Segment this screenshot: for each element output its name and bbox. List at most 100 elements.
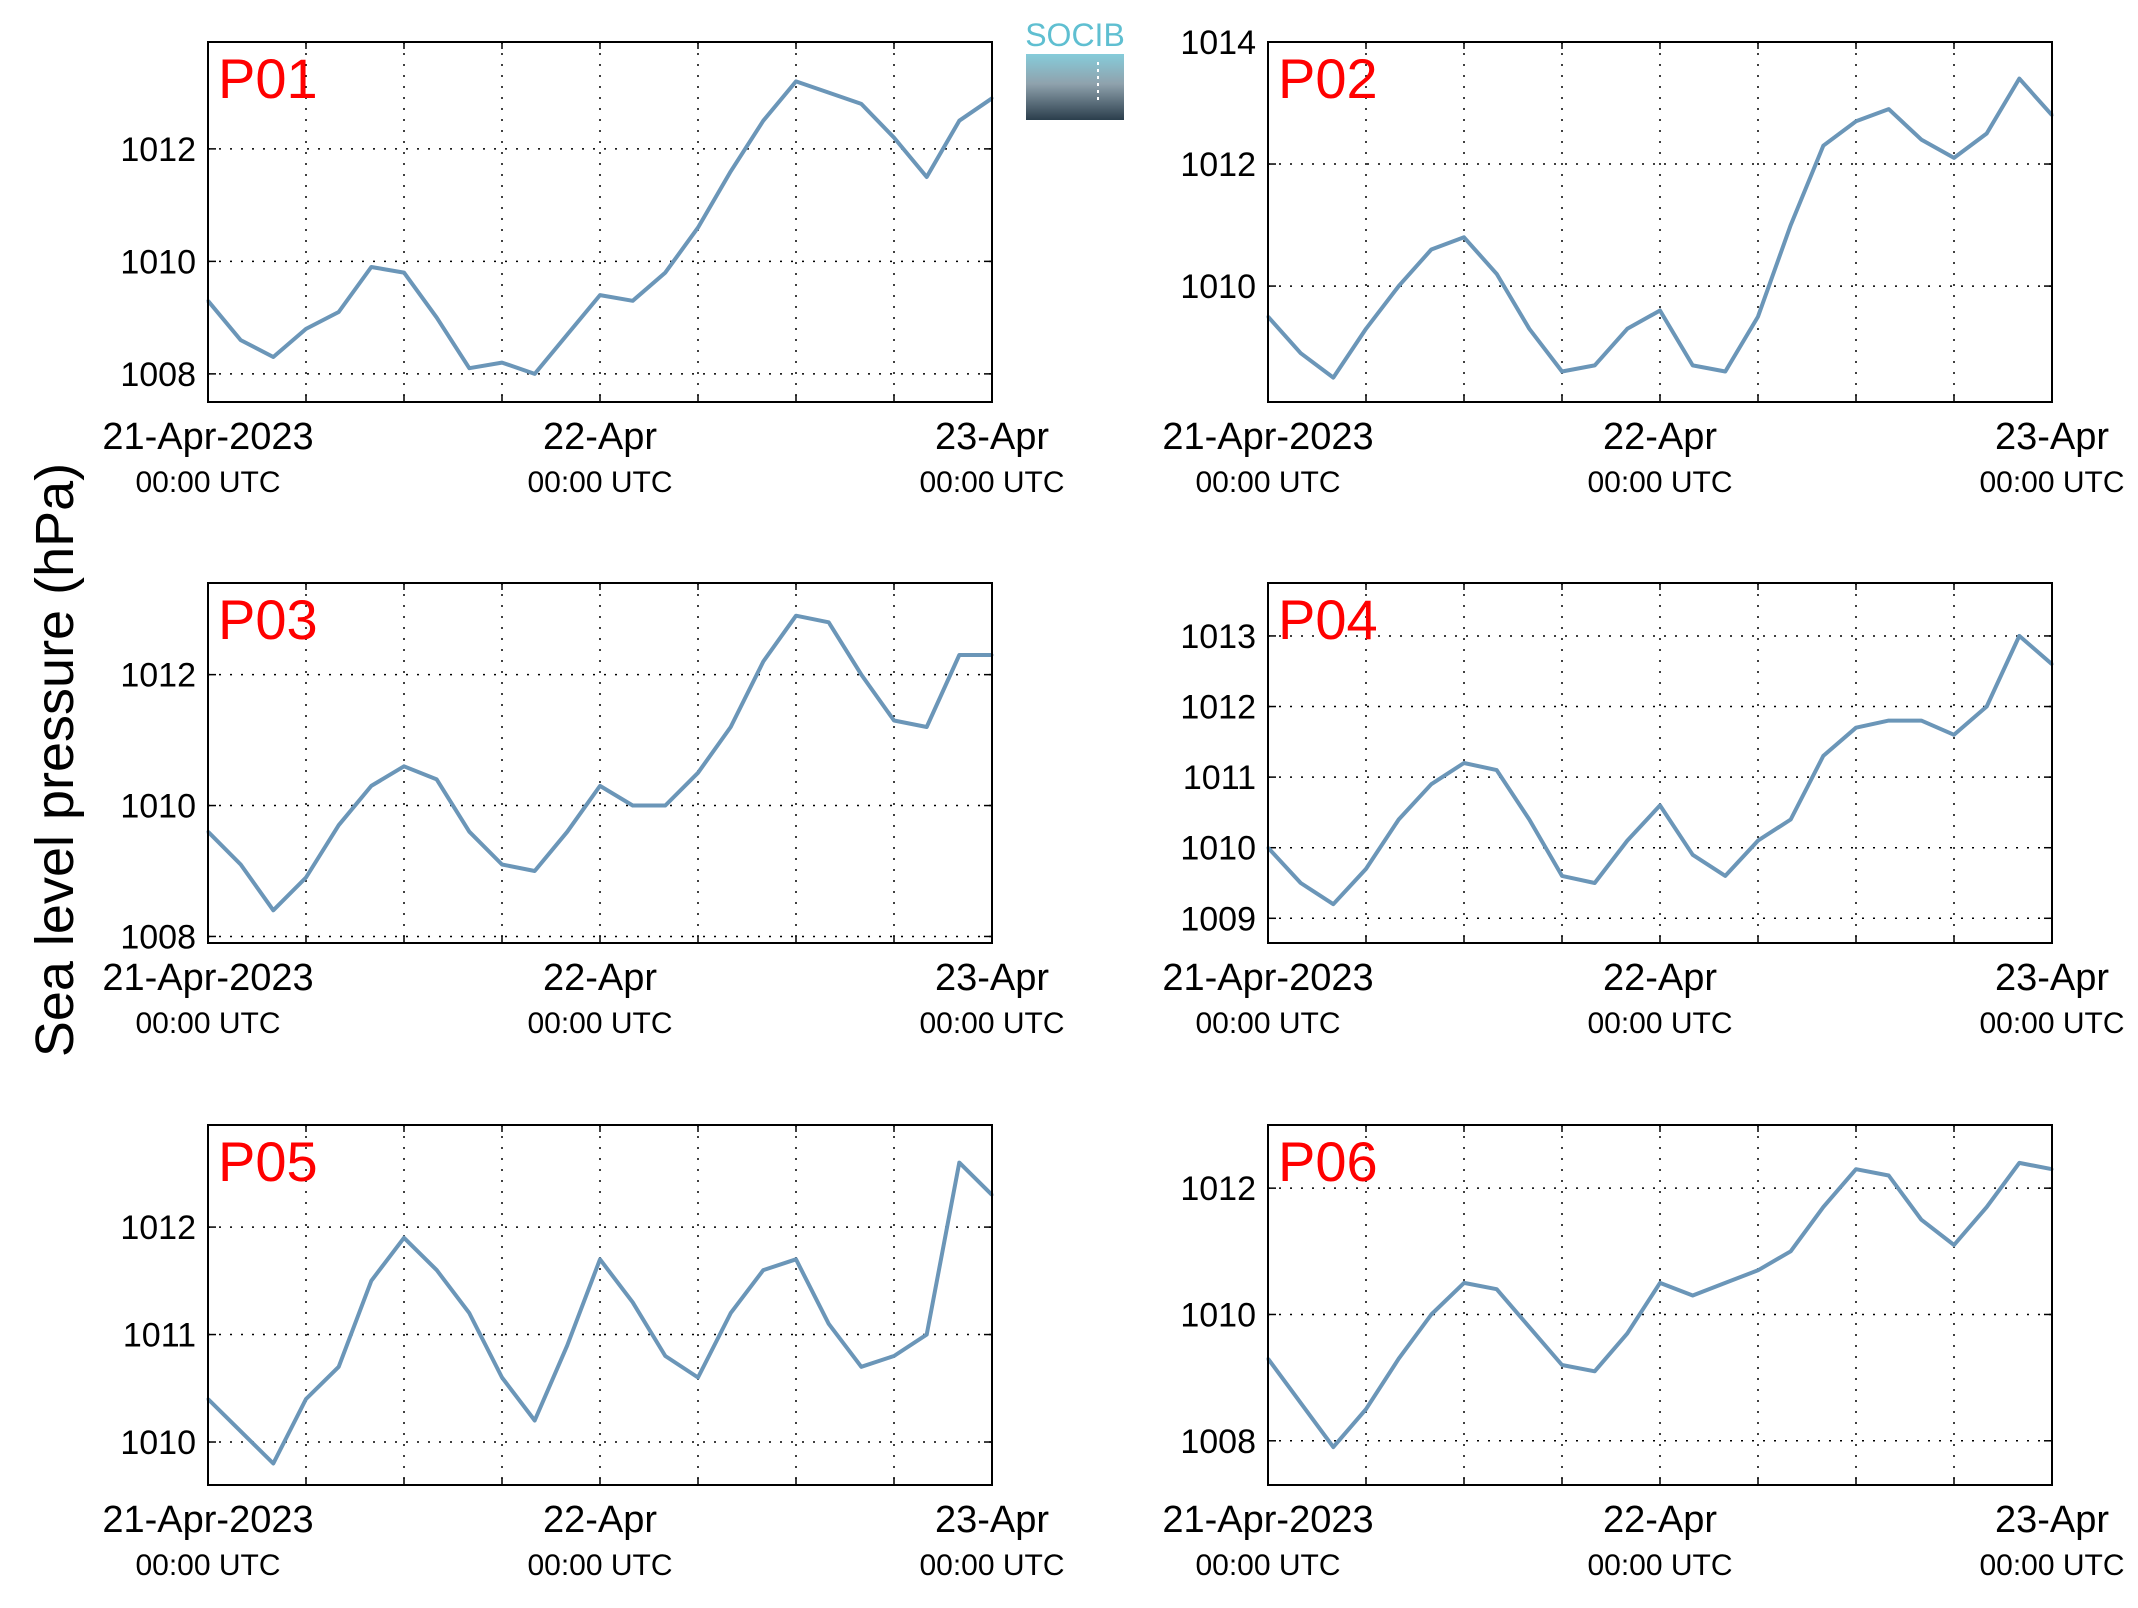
y-tick-label: 1008 xyxy=(120,918,196,956)
x-tick-sublabel: 00:00 UTC xyxy=(1979,1549,2124,1582)
data-point xyxy=(337,310,341,314)
data-point xyxy=(1495,272,1499,276)
pressure-series-line xyxy=(1266,76,2054,380)
pressure-series-line xyxy=(206,613,992,913)
y-tick-label: 1012 xyxy=(1180,689,1256,727)
data-point xyxy=(304,327,308,331)
y-tick-label: 1012 xyxy=(120,131,196,169)
data-point xyxy=(1952,156,1956,160)
data-point xyxy=(1397,1357,1401,1361)
x-tick-label: 21-Apr-2023 xyxy=(1162,957,1373,999)
data-point xyxy=(435,316,439,320)
data-point xyxy=(1789,1249,1793,1253)
x-tick-sublabel: 00:00 UTC xyxy=(1195,1549,1340,1582)
x-tick-label: 21-Apr-2023 xyxy=(1162,1499,1373,1541)
x-tick-label: 21-Apr-2023 xyxy=(102,957,313,999)
y-tick-label: 1010 xyxy=(120,788,196,826)
data-point xyxy=(1527,327,1531,331)
data-point xyxy=(925,175,929,179)
y-tick-label: 1012 xyxy=(120,657,196,695)
data-point xyxy=(1299,351,1303,355)
data-point xyxy=(1854,726,1858,730)
data-point xyxy=(467,1311,471,1315)
data-point xyxy=(533,1419,537,1423)
data-point xyxy=(1397,817,1401,821)
x-tick-sublabel: 00:00 UTC xyxy=(1587,1549,1732,1582)
data-point xyxy=(1462,1281,1466,1285)
data-point xyxy=(500,1376,504,1380)
axes-box xyxy=(207,1124,993,1486)
panel-label: P03 xyxy=(218,588,318,651)
data-point xyxy=(1593,1369,1597,1373)
data-point xyxy=(696,1376,700,1380)
data-point xyxy=(1919,138,1923,142)
data-point xyxy=(1625,839,1629,843)
data-point xyxy=(827,620,831,624)
data-point xyxy=(631,299,635,303)
data-point xyxy=(761,660,765,664)
y-tick-label: 1010 xyxy=(120,243,196,281)
data-point xyxy=(1364,867,1368,871)
data-point xyxy=(1821,1205,1825,1209)
data-point xyxy=(1429,247,1433,251)
data-point xyxy=(1429,782,1433,786)
data-point xyxy=(239,1429,243,1433)
data-point xyxy=(1331,902,1335,906)
data-point xyxy=(663,271,667,275)
y-tick-label: 1012 xyxy=(1180,1170,1256,1208)
y-axis-title-container: Sea level pressure (hPa) xyxy=(0,0,85,1608)
data-point xyxy=(1658,1281,1662,1285)
x-tick-sublabel: 00:00 UTC xyxy=(1587,466,1732,499)
data-point xyxy=(239,338,243,342)
x-tick-label: 23-Apr xyxy=(935,1499,1049,1541)
data-point xyxy=(631,804,635,808)
x-tick-label: 21-Apr-2023 xyxy=(102,1499,313,1541)
data-point xyxy=(598,1257,602,1261)
data-point xyxy=(1952,1243,1956,1247)
data-point xyxy=(729,1311,733,1315)
data-point xyxy=(1364,1407,1368,1411)
y-tick-label: 1008 xyxy=(1180,1423,1256,1461)
y-tick-label: 1011 xyxy=(1183,759,1256,797)
chart-panel-p05: 1010 1011 1012 P05 21-Apr-2023 00:00 UTC 22-Ap… xyxy=(102,1124,1065,1582)
data-point xyxy=(1919,1218,1923,1222)
data-point xyxy=(1691,1294,1695,1298)
data-point xyxy=(1429,1312,1433,1316)
chart-panel-p02: 1010 1012 1014 P02 21-Apr-2023 00:00 UTC 22-Ap… xyxy=(1162,24,2124,499)
data-point xyxy=(1789,223,1793,227)
y-tick-label: 1010 xyxy=(120,1424,196,1462)
y-tick-label: 1012 xyxy=(120,1209,196,1247)
pressure-series-line xyxy=(1266,1160,2053,1450)
x-tick-label: 23-Apr xyxy=(935,416,1049,458)
data-point xyxy=(1887,1174,1891,1178)
data-point xyxy=(2017,77,2021,81)
data-point xyxy=(892,718,896,722)
data-point xyxy=(1593,363,1597,367)
panel-label: P05 xyxy=(218,1130,318,1193)
data-point xyxy=(1560,369,1564,373)
x-tick-label: 21-Apr-2023 xyxy=(102,416,313,458)
x-tick-sublabel: 00:00 UTC xyxy=(135,1007,280,1040)
x-tick-sublabel: 00:00 UTC xyxy=(1195,1007,1340,1040)
data-point xyxy=(467,366,471,370)
data-point xyxy=(1658,308,1662,312)
data-point xyxy=(402,271,406,275)
data-point xyxy=(1495,1287,1499,1291)
data-point xyxy=(1854,1167,1858,1171)
data-point xyxy=(794,79,798,83)
data-point xyxy=(2017,634,2021,638)
data-point xyxy=(500,361,504,365)
data-point xyxy=(369,265,373,269)
data-point xyxy=(369,1279,373,1283)
data-point xyxy=(1299,1401,1303,1405)
data-point xyxy=(565,830,569,834)
data-point xyxy=(1985,132,1989,136)
socib-logo-text: SOCIB xyxy=(1025,17,1125,53)
x-tick-sublabel: 00:00 UTC xyxy=(1195,466,1340,499)
data-point xyxy=(533,869,537,873)
data-point xyxy=(794,614,798,618)
data-point xyxy=(1723,874,1727,878)
data-point xyxy=(1723,1281,1727,1285)
data-point xyxy=(761,119,765,123)
data-point xyxy=(1919,719,1923,723)
